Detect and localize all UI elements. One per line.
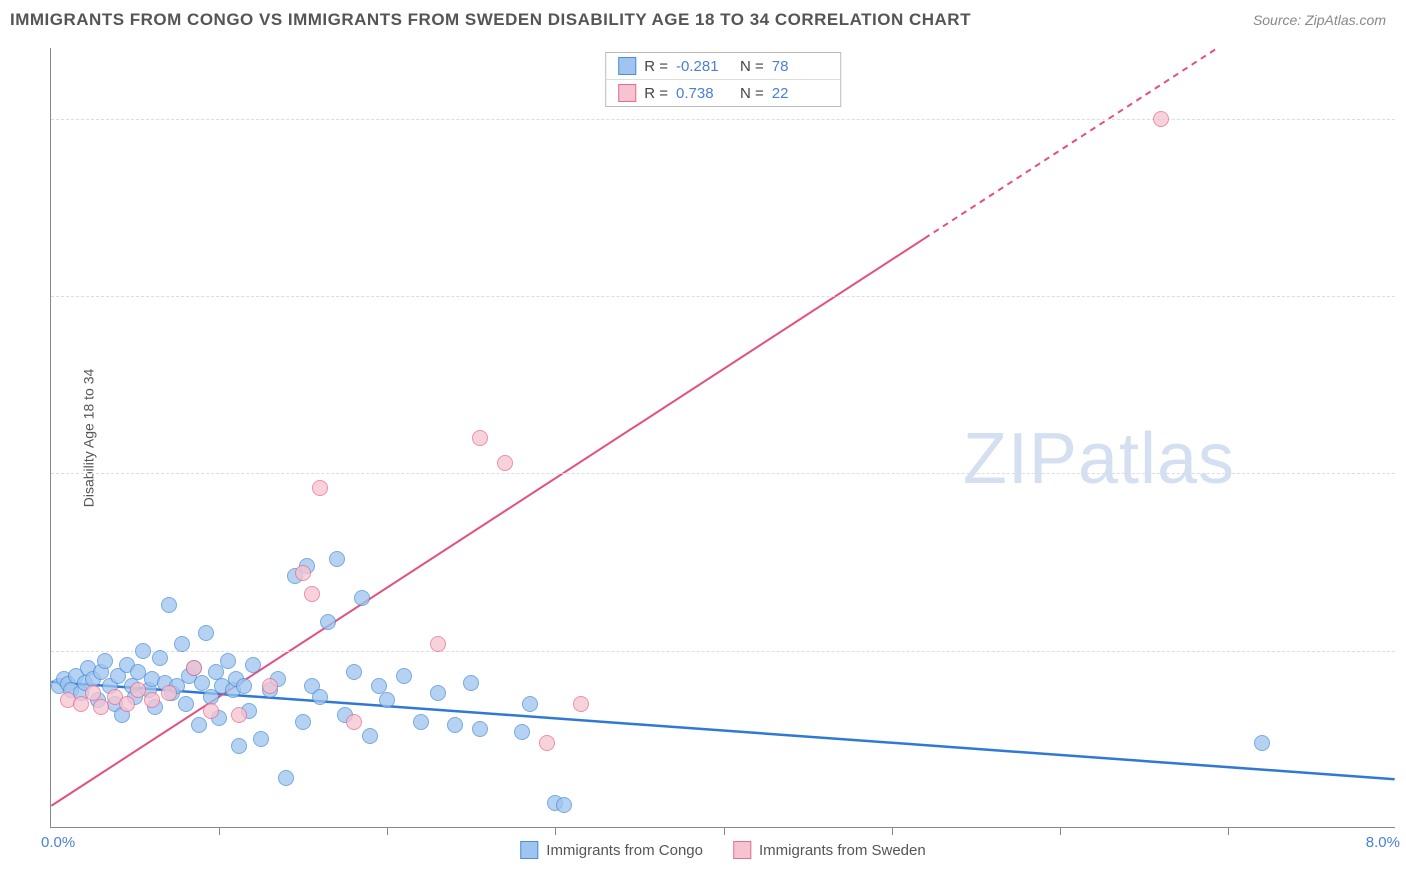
legend-row: R = -0.281 N = 78 [606, 53, 840, 80]
legend-label: Immigrants from Congo [546, 842, 703, 859]
data-point [93, 699, 109, 715]
legend-label: Immigrants from Sweden [759, 842, 926, 859]
data-point [220, 653, 236, 669]
data-point [135, 643, 151, 659]
data-point [278, 770, 294, 786]
watermark: ZIPatlas [963, 418, 1235, 500]
data-point [295, 565, 311, 581]
x-tick [1060, 827, 1061, 835]
legend-r-label: R = [644, 85, 668, 102]
data-point [174, 636, 190, 652]
data-point [320, 614, 336, 630]
data-point [430, 685, 446, 701]
data-point [539, 735, 555, 751]
data-point [346, 664, 362, 680]
x-tick [724, 827, 725, 835]
data-point [329, 551, 345, 567]
data-point [312, 480, 328, 496]
legend-swatch [618, 57, 636, 75]
data-point [497, 455, 513, 471]
gridline [51, 651, 1395, 652]
data-point [262, 678, 278, 694]
data-point [573, 696, 589, 712]
data-point [231, 738, 247, 754]
legend-n-label: N = [740, 85, 764, 102]
data-point [178, 696, 194, 712]
data-point [362, 728, 378, 744]
data-point [191, 717, 207, 733]
chart-header: IMMIGRANTS FROM CONGO VS IMMIGRANTS FROM… [0, 0, 1406, 36]
data-point [119, 696, 135, 712]
legend-item: Immigrants from Sweden [733, 841, 926, 859]
legend-item: Immigrants from Congo [520, 841, 703, 859]
data-point [379, 692, 395, 708]
data-point [253, 731, 269, 747]
data-point [312, 689, 328, 705]
chart-title: IMMIGRANTS FROM CONGO VS IMMIGRANTS FROM… [10, 10, 971, 30]
x-tick [1228, 827, 1229, 835]
gridline [51, 473, 1395, 474]
data-point [396, 668, 412, 684]
data-point [161, 597, 177, 613]
data-point [161, 685, 177, 701]
data-point [144, 692, 160, 708]
data-point [152, 650, 168, 666]
x-tick [219, 827, 220, 835]
data-point [430, 636, 446, 652]
data-point [522, 696, 538, 712]
x-tick [387, 827, 388, 835]
series-legend: Immigrants from Congo Immigrants from Swe… [520, 841, 925, 859]
data-point [1153, 111, 1169, 127]
legend-swatch [733, 841, 751, 859]
data-point [447, 717, 463, 733]
data-point [231, 707, 247, 723]
data-point [97, 653, 113, 669]
data-point [472, 430, 488, 446]
legend-r-label: R = [644, 58, 668, 75]
data-point [203, 703, 219, 719]
x-tick-first: 0.0% [41, 834, 75, 851]
chart-source: Source: ZipAtlas.com [1253, 12, 1386, 28]
legend-swatch [520, 841, 538, 859]
data-point [304, 586, 320, 602]
gridline [51, 296, 1395, 297]
data-point [245, 657, 261, 673]
chart-plot-area: Disability Age 18 to 34 ZIPatlas R = -0.2… [50, 48, 1395, 828]
legend-n-label: N = [740, 58, 764, 75]
legend-n-value: 78 [772, 58, 828, 75]
legend-row: R = 0.738 N = 22 [606, 80, 840, 106]
data-point [413, 714, 429, 730]
legend-r-value: -0.281 [676, 58, 732, 75]
data-point [295, 714, 311, 730]
x-tick [892, 827, 893, 835]
data-point [354, 590, 370, 606]
data-point [198, 625, 214, 641]
data-point [463, 675, 479, 691]
data-point [236, 678, 252, 694]
data-point [514, 724, 530, 740]
x-tick [555, 827, 556, 835]
gridline [51, 119, 1395, 120]
y-axis-label: Disability Age 18 to 34 [80, 368, 96, 507]
correlation-legend: R = -0.281 N = 78 R = 0.738 N = 22 [605, 52, 841, 107]
data-point [346, 714, 362, 730]
data-point [186, 660, 202, 676]
data-point [1254, 735, 1270, 751]
legend-r-value: 0.738 [676, 85, 732, 102]
data-point [472, 721, 488, 737]
legend-n-value: 22 [772, 85, 828, 102]
legend-swatch [618, 84, 636, 102]
data-point [556, 797, 572, 813]
x-tick-last: 8.0% [1366, 834, 1400, 851]
